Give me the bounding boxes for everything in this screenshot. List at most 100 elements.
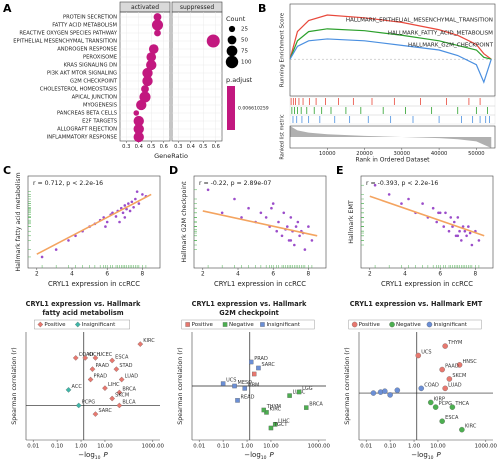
x-tick-label: 6 [438,272,442,278]
legend-label: Positive [359,322,381,328]
panel-label: D [169,164,178,177]
category-label: PI3K AKT MTOR SIGNALING [47,71,117,77]
point [285,225,289,228]
plot-frame [27,175,161,269]
point [303,248,307,251]
point [261,407,266,413]
point-label: LUAD [448,382,462,388]
point [92,355,99,361]
legend-label: 100 [241,60,252,66]
point [456,234,460,238]
es-curve [289,28,492,60]
point [458,229,461,233]
dot [142,75,153,87]
point [460,239,463,242]
point-label: SKCM [115,393,129,399]
point-label: LIHC [108,382,120,388]
point [270,206,273,210]
dot [153,13,162,21]
legend-label: 0.006610259 [238,106,269,112]
point-label: HNSC [463,359,478,365]
x-tick-label: 10.00 [97,444,113,450]
point [264,410,269,415]
point [432,404,439,410]
dot [151,19,164,31]
chart-title: G2M checkpoint [219,309,279,317]
color-bar [227,86,235,130]
x-tick-label: 0.6 [160,144,168,150]
point [294,225,298,228]
point [54,248,58,251]
point [252,371,257,377]
plot-frame [360,175,494,269]
legend-label: Insignificant [433,322,467,328]
x-tick-label: 4 [403,272,407,278]
point [442,343,448,349]
metric-area [290,126,492,148]
point-label: PCPG [82,399,96,405]
point [456,216,460,219]
x-tick-label: 8 [474,272,478,278]
point [268,425,274,431]
point [456,362,463,368]
point [373,183,377,187]
point [105,220,109,224]
x-tick-label: 0.5 [147,144,155,150]
point [461,225,465,228]
hit-strip [289,114,496,125]
y-axis-label: Ranked list metric [280,114,286,159]
point [452,220,456,224]
x-tick-label: 0.3 [122,144,130,150]
point-label: PAAD [445,364,459,370]
point [220,381,226,386]
x-tick-label: 2 [368,272,372,278]
x-axis-label-part: −log [78,451,95,459]
point [435,220,438,224]
point [242,386,247,391]
x-axis-label: −log10 P [244,451,274,461]
point [75,402,82,409]
point-label: PCPG [439,401,453,407]
category-label: CHOLESTEROL HOMEOSTASIS [40,87,117,93]
point [121,211,125,215]
x-tick-label: 0.4 [135,144,144,150]
point [135,190,139,193]
point [468,231,472,235]
category-label: PROTEIN SECRETION [63,15,117,21]
es-curve [289,38,492,84]
point-label: ESCA [115,355,129,361]
point [137,202,141,205]
x-tick-label: 0.01 [193,444,205,450]
point [415,352,422,359]
point-label: READ [241,394,255,400]
point [459,426,465,433]
plot-frame [289,3,496,97]
point [394,387,401,393]
dot [133,110,140,116]
point [304,405,309,410]
fit-line [369,195,485,237]
plot-frame [119,11,171,142]
dot [148,44,159,54]
point [141,193,144,196]
point [118,220,121,224]
point [477,239,481,242]
x-tick-label: 6 [105,272,109,278]
dot [142,67,153,79]
x-tick-label: 10.00 [430,444,446,450]
y-axis-label: Spearman correlation (r) [177,347,184,424]
x-axis-label-part: P [270,451,275,459]
point-label: MESO [238,380,253,386]
x-tick-label: 2 [201,272,205,278]
x-tick-label: 1000.00 [475,444,498,450]
x-tick-label: 0.5 [199,144,207,150]
chart-title: CRYL1 expression vs. Hallmark [26,300,141,308]
point [114,215,118,218]
point [465,234,468,238]
category-label: E2F TARGETS [82,119,117,125]
point [104,225,107,228]
point [259,211,263,215]
point [113,366,120,372]
annotation: r = 0.712, p < 2.2e-16 [33,180,103,187]
point-label: PAAD [95,363,109,369]
